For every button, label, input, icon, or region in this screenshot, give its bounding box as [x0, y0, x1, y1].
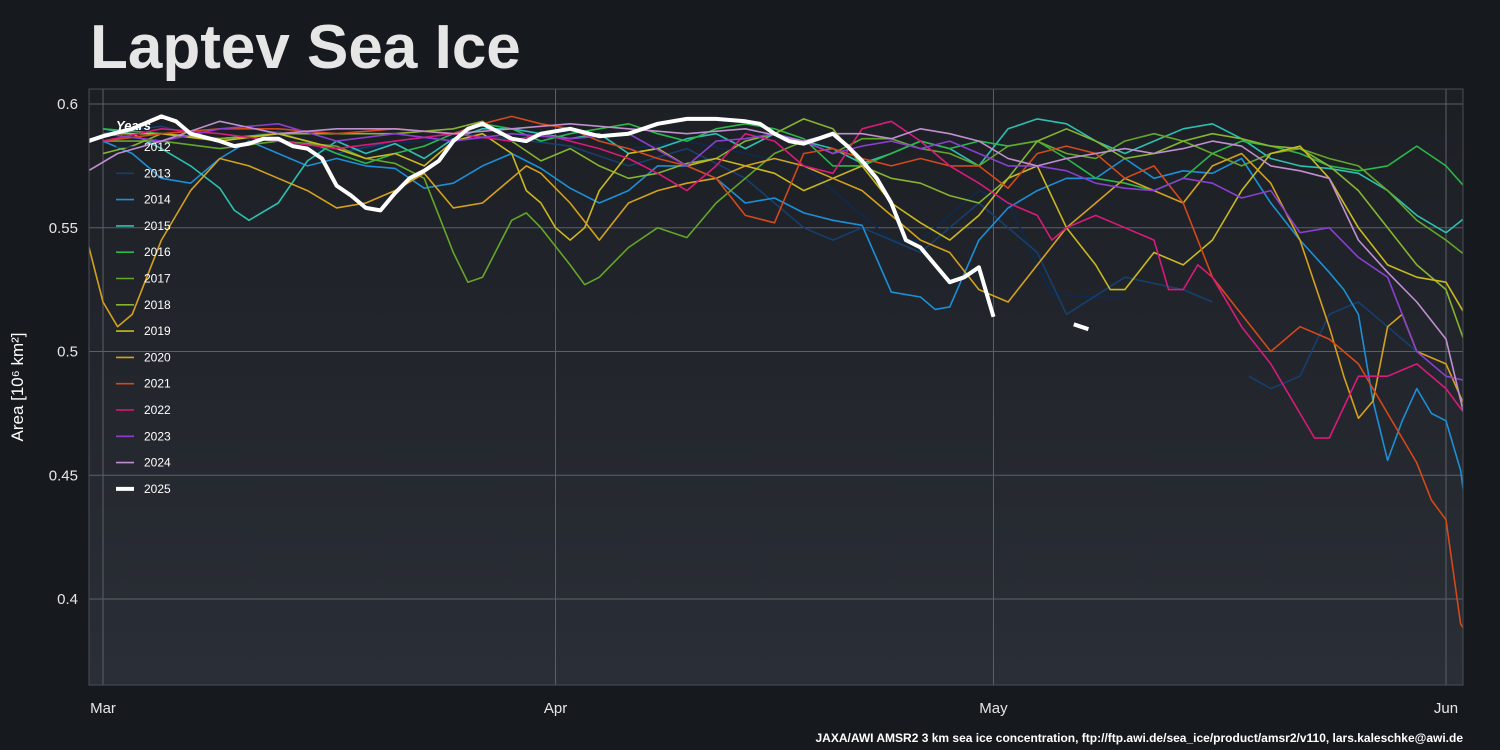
legend-label-2014: 2014	[144, 193, 171, 207]
grid	[89, 89, 1463, 685]
series-line-2017	[103, 132, 1463, 286]
legend-label-2024: 2024	[144, 456, 171, 470]
series-line-2021	[102, 115, 1463, 630]
y-tick-label: 0.4	[57, 591, 78, 608]
series-lines	[89, 114, 1463, 630]
chart-title: Laptev Sea Ice	[90, 13, 521, 82]
legend-label-2023: 2023	[144, 429, 171, 443]
legend-label-2012: 2012	[144, 140, 171, 154]
x-tick-label: Jun	[1434, 700, 1458, 717]
series-line-2023	[102, 123, 1463, 381]
y-tick-label: 0.5	[57, 344, 78, 361]
legend-label-2016: 2016	[144, 245, 171, 259]
series-line-2025	[89, 114, 1090, 332]
x-ticks: Mar Apr May Jun	[90, 700, 1458, 717]
legend-label-2021: 2021	[144, 377, 171, 391]
legend-label-2025: 2025	[144, 482, 171, 496]
y-tick-label: 0.55	[49, 220, 78, 237]
series-line-2024	[89, 120, 1463, 414]
legend: Years 2012 2013 2014 2015 2016 2017 2018 2019 20…	[116, 118, 171, 496]
legend-label-2013: 2013	[144, 166, 171, 180]
y-axis-label: Area [10⁶ km²]	[8, 332, 27, 441]
legend-label-2015: 2015	[144, 219, 171, 233]
legend-label-2019: 2019	[144, 324, 171, 338]
y-ticks: 0.6 0.55 0.5 0.45 0.4	[49, 96, 78, 608]
y-tick-label: 0.6	[57, 96, 78, 113]
plot-area	[89, 89, 1463, 685]
y-tick-label: 0.45	[49, 467, 78, 484]
x-tick-label: Mar	[90, 700, 116, 717]
plot-frame	[88, 88, 1464, 686]
legend-label-2018: 2018	[144, 298, 171, 312]
legend-label-2022: 2022	[144, 403, 171, 417]
x-tick-label: May	[979, 700, 1008, 717]
legend-title: Years	[116, 118, 151, 133]
credit-text: JAXA/AWI AMSR2 3 km sea ice concentratio…	[815, 731, 1463, 745]
series-line-2012	[102, 130, 1125, 298]
series-line-2020	[89, 152, 1463, 420]
series-line-2014	[102, 140, 1463, 495]
x-tick-label: Apr	[544, 700, 567, 717]
legend-label-2020: 2020	[144, 350, 171, 364]
legend-label-2017: 2017	[144, 272, 171, 286]
